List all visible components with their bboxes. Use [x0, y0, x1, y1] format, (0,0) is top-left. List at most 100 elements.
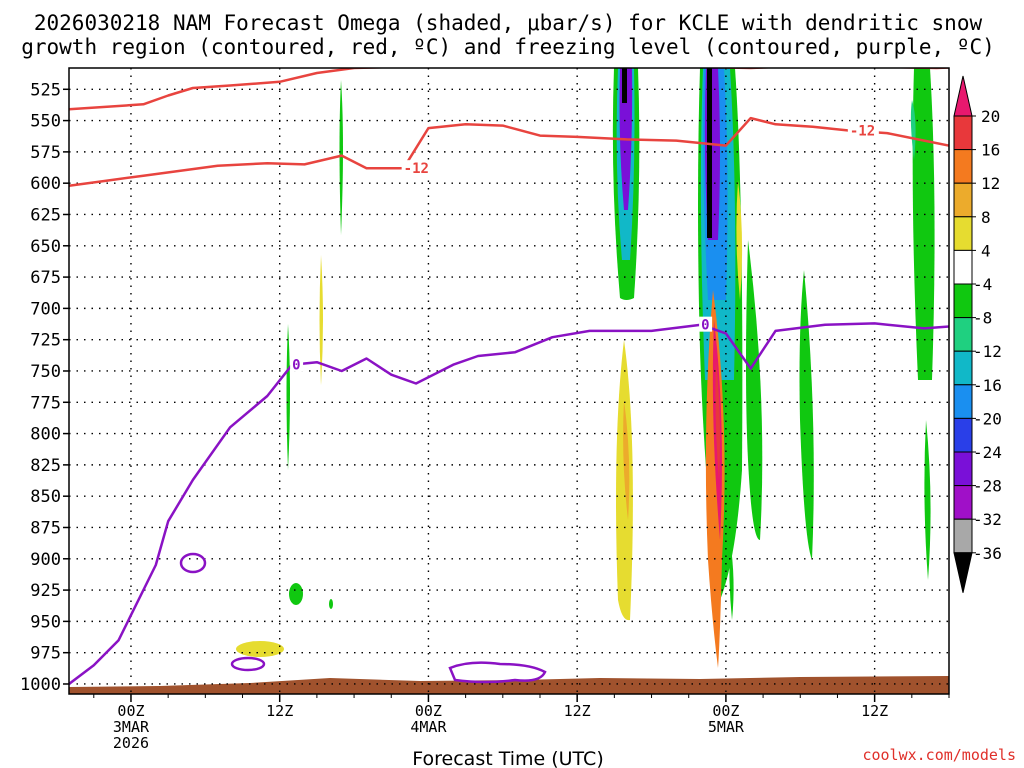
omega-blob: [339, 80, 343, 235]
colorbar-swatch: [953, 518, 973, 554]
x-tick-label: 12Z: [564, 702, 591, 720]
y-axis: 525 550 575 600 625 650 675 700 725 750 775 800 825 8…: [20, 80, 69, 695]
x-tick-label: 00Z: [415, 702, 442, 720]
x-tick-label: 12Z: [861, 702, 888, 720]
colorbar-bottom-arrow: [953, 552, 973, 593]
terrain: [69, 676, 949, 694]
contours: -12 -12 0 0: [69, 68, 949, 685]
x-tick-label: 00Z: [117, 702, 144, 720]
colorbar-swatch: [953, 249, 973, 285]
y-tick-label: 650: [30, 237, 61, 257]
omega-blob: [746, 240, 763, 540]
colorbar-tick-label: -24: [973, 443, 1002, 462]
colorbar-tick-label: -16: [973, 376, 1002, 395]
colorbar-tick-label: -20: [973, 409, 1002, 428]
contour-line: [69, 68, 949, 111]
y-tick-label: 975: [30, 644, 61, 664]
colorbar-tick-label: -28: [973, 477, 1002, 496]
colorbar-swatch: [953, 182, 973, 218]
omega-blob: [705, 290, 725, 668]
omega-blob: [912, 68, 935, 380]
colorbar-swatch: [953, 283, 973, 319]
y-tick-label: 850: [30, 487, 61, 507]
colorbar-tick-label: 8: [981, 208, 991, 227]
omega-blob: [715, 360, 720, 480]
colorbar-tick-label: -8: [973, 309, 992, 328]
contour-label: 0: [292, 358, 300, 374]
freezing-level-closed-contour: [230, 656, 266, 672]
chart-title-line2: growth region (contoured, red, ºC) and f…: [21, 35, 995, 59]
y-tick-label: 775: [30, 393, 61, 413]
y-tick-label: 950: [30, 612, 61, 632]
omega-blob: [622, 68, 627, 103]
colorbar-swatch: [953, 317, 973, 352]
colorbar-tick-label: -36: [973, 544, 1002, 563]
chart-title-line1: 2026030218 NAM Forecast Omega (shaded, μ…: [34, 11, 983, 35]
contour-label: 0: [701, 318, 709, 334]
colorbar-swatch: [953, 115, 973, 151]
y-tick-label: 1000: [20, 675, 61, 695]
contour-label-bg: [290, 356, 304, 372]
omega-blob: [707, 68, 712, 238]
omega-blob: [924, 420, 931, 580]
omega-blob: [799, 270, 814, 560]
y-tick-label: 525: [30, 80, 61, 100]
colorbar-tick-label: 20: [981, 107, 1000, 126]
credit-text: coolwx.com/models: [862, 746, 1016, 764]
colorbar-tick-label: -4: [973, 275, 992, 294]
freezing-level-closed-contour: [448, 661, 547, 684]
contour-line: [69, 322, 949, 685]
colorbar-swatch: [953, 451, 973, 487]
y-tick-label: 925: [30, 581, 61, 601]
plot-area: -12 -12 0 0: [69, 68, 949, 694]
y-tick-label: 600: [30, 174, 61, 194]
x-axis-label: Forecast Time (UTC): [412, 748, 603, 768]
omega-blob: [910, 100, 916, 160]
colorbar-tick-label: 16: [981, 141, 1000, 160]
x-tick-label: 12Z: [266, 702, 293, 720]
colorbar-tick-label: 12: [981, 174, 1000, 193]
freezing-level-closed-contour: [179, 552, 207, 574]
colorbar-top-arrow: [953, 75, 973, 117]
x-tick-label: 4MAR: [410, 718, 447, 736]
y-tick-label: 675: [30, 268, 61, 288]
contour-label-bg: [401, 160, 433, 176]
omega-shading: [236, 68, 935, 668]
y-tick-label: 550: [30, 112, 61, 132]
colorbar-swatch: [953, 384, 973, 419]
x-tick-label: 3MAR: [113, 718, 150, 736]
x-tick-label: 2026: [113, 734, 149, 752]
colorbar-swatch: [953, 149, 973, 184]
y-tick-label: 575: [30, 143, 61, 163]
y-tick-label: 900: [30, 550, 61, 570]
colorbar-tick-label: -12: [973, 342, 1002, 361]
omega-blob: [623, 400, 630, 520]
omega-blob: [729, 540, 734, 620]
y-tick-label: 825: [30, 456, 61, 476]
y-tick-label: 625: [30, 205, 61, 225]
plot-frame: [68, 67, 950, 695]
contour-label-bg: [699, 316, 713, 332]
y-tick-label: 725: [30, 331, 61, 351]
contour-label: -12: [850, 124, 875, 140]
omega-blob: [736, 180, 743, 300]
omega-blob: [289, 583, 303, 605]
colorbar-tick-label: -32: [973, 510, 1002, 529]
colorbar-swatch: [953, 350, 973, 386]
contour-line: [69, 116, 949, 187]
x-tick-label: 00Z: [712, 702, 739, 720]
colorbar-tick-label: 4: [981, 241, 991, 260]
colorbar-swatch: [953, 417, 973, 453]
y-tick-label: 875: [30, 518, 61, 538]
colorbar-swatch: [953, 485, 973, 520]
colorbar: 20 16 12 8 4 -4 -8 -12 -16 -20 -24 -28 -32 -36: [953, 75, 1002, 593]
omega-blob: [319, 255, 323, 385]
y-tick-label: 800: [30, 425, 61, 445]
colorbar-swatch: [953, 216, 973, 251]
contour-label-bg: [847, 122, 879, 138]
x-tick-label: 5MAR: [708, 718, 745, 736]
y-tick-label: 700: [30, 299, 61, 319]
y-tick-label: 750: [30, 362, 61, 382]
